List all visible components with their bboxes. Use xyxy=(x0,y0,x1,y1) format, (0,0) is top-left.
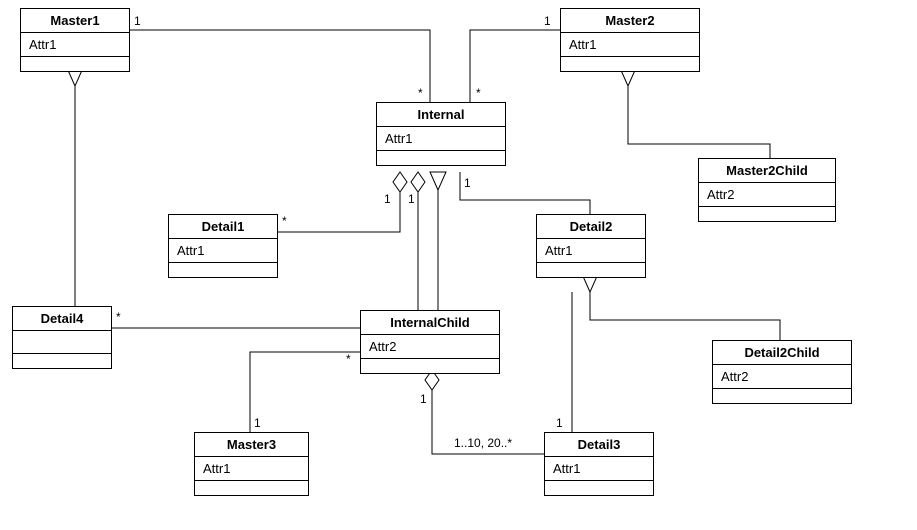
mult-detail1-star: * xyxy=(282,214,287,228)
mult-agg-left-1a: 1 xyxy=(384,192,391,206)
class-attr: Attr2 xyxy=(713,365,851,389)
class-attr: Attr1 xyxy=(545,457,653,481)
class-detail3: Detail3 Attr1 xyxy=(544,432,654,496)
mult-master1-one: 1 xyxy=(134,14,141,28)
class-master2child: Master2Child Attr2 xyxy=(698,158,836,222)
class-title: Master1 xyxy=(21,9,129,33)
mult-detail3-range: 1..10, 20..* xyxy=(454,436,512,450)
mult-internalchild-one: 1 xyxy=(420,392,427,406)
class-title: Detail4 xyxy=(13,307,111,331)
class-title: Detail2Child xyxy=(713,341,851,365)
class-attr: Attr2 xyxy=(361,335,499,359)
class-ops xyxy=(21,57,129,71)
class-ops xyxy=(699,207,835,221)
class-ops xyxy=(169,263,277,277)
mult-internal-star-left: * xyxy=(418,86,423,100)
class-title: Detail3 xyxy=(545,433,653,457)
class-master3: Master3 Attr1 xyxy=(194,432,309,496)
class-attr: Attr1 xyxy=(377,127,505,151)
class-title: Internal xyxy=(377,103,505,127)
mult-internal-right-one: 1 xyxy=(464,176,471,190)
mult-master3-one: 1 xyxy=(254,416,261,430)
mult-agg-left-1b: 1 xyxy=(408,192,415,206)
class-ops xyxy=(195,481,308,495)
mult-internalchild-star: * xyxy=(346,352,351,366)
class-detail2child: Detail2Child Attr2 xyxy=(712,340,852,404)
class-title: Master2 xyxy=(561,9,699,33)
class-ops xyxy=(13,354,111,368)
class-ops xyxy=(361,359,499,373)
class-ops xyxy=(713,389,851,403)
class-attr: Attr1 xyxy=(195,457,308,481)
class-attr: Attr1 xyxy=(561,33,699,57)
mult-master2-one: 1 xyxy=(544,14,551,28)
class-title: InternalChild xyxy=(361,311,499,335)
class-attr: Attr1 xyxy=(169,239,277,263)
class-attr: Attr1 xyxy=(537,239,645,263)
class-title: Master2Child xyxy=(699,159,835,183)
mult-detail3-one: 1 xyxy=(556,416,563,430)
mult-internal-star-right: * xyxy=(476,86,481,100)
connectors xyxy=(0,0,917,530)
uml-canvas: Master1 Attr1 Master2 Attr1 Internal Att… xyxy=(0,0,917,530)
class-master1: Master1 Attr1 xyxy=(20,8,130,72)
class-detail4: Detail4 xyxy=(12,306,112,369)
class-title: Master3 xyxy=(195,433,308,457)
class-detail1: Detail1 Attr1 xyxy=(168,214,278,278)
class-ops xyxy=(545,481,653,495)
class-title: Detail1 xyxy=(169,215,277,239)
class-detail2: Detail2 Attr1 xyxy=(536,214,646,278)
class-internal: Internal Attr1 xyxy=(376,102,506,166)
class-ops xyxy=(377,151,505,165)
class-attr: Attr2 xyxy=(699,183,835,207)
class-internalchild: InternalChild Attr2 xyxy=(360,310,500,374)
class-title: Detail2 xyxy=(537,215,645,239)
class-ops xyxy=(537,263,645,277)
class-ops xyxy=(561,57,699,71)
class-master2: Master2 Attr1 xyxy=(560,8,700,72)
class-attr: Attr1 xyxy=(21,33,129,57)
class-attr xyxy=(13,331,111,354)
mult-detail4-star: * xyxy=(116,310,121,324)
